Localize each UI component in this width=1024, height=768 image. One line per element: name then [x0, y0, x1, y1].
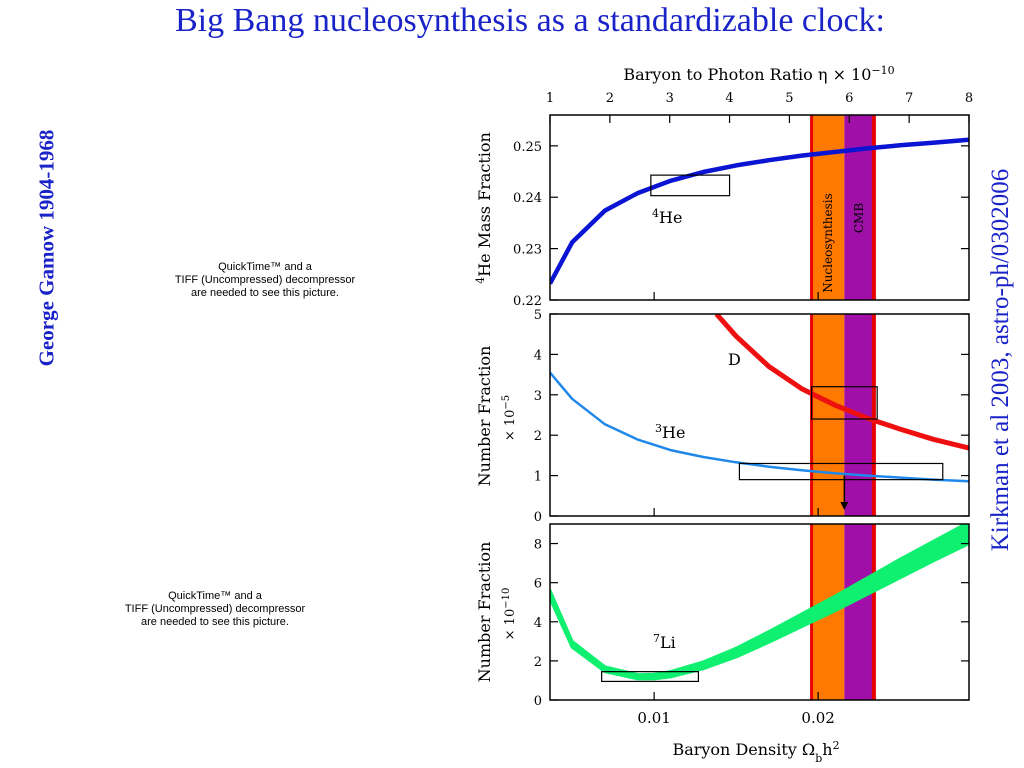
- y-tick-label: 6: [534, 577, 542, 592]
- top-axis-tick-label: 1: [546, 91, 554, 106]
- band-edge: [871, 115, 876, 300]
- y-tick-label: 1: [534, 470, 542, 485]
- image-placeholder: QuickTime™ and a TIFF (Uncompressed) dec…: [105, 590, 325, 629]
- y-axis-title-number: Number Fraction: [475, 542, 494, 683]
- y-axis-title-number: Number Fraction: [475, 346, 494, 487]
- panel-frame: [549, 114, 970, 301]
- y-tick-label: 0: [534, 694, 542, 709]
- observation-box: [810, 386, 878, 420]
- band-edge: [810, 115, 814, 300]
- y-tick-label: 2: [534, 429, 542, 444]
- placeholder-line: are needed to see this picture.: [141, 616, 289, 628]
- y-tick-label: 0: [534, 510, 542, 525]
- image-placeholder: QuickTime™ and a TIFF (Uncompressed) dec…: [140, 261, 390, 300]
- y-tick-label: 0.25: [513, 140, 542, 155]
- y-tick-label: 3: [534, 389, 542, 404]
- band-cmb: [844, 524, 874, 700]
- top-axis-tick-label: 5: [785, 91, 793, 106]
- placeholder-line: QuickTime™ and a: [168, 590, 262, 602]
- bbn-chart: Nucleosynthesis CMB 0.22 0.23 0.24 0.25 0 1 2 3 4 5…: [474, 64, 974, 765]
- top-axis-tick-label: 6: [845, 91, 853, 106]
- observation-box: [738, 462, 944, 481]
- top-axis-tick-label: 8: [965, 91, 973, 106]
- top-axis-tick-label: 3: [666, 91, 674, 106]
- x-tick-label: 0.02: [801, 709, 834, 727]
- y-axis-title-he4: 4He Mass Fraction: [474, 132, 495, 284]
- y-tick-label: 0.23: [513, 243, 542, 258]
- y-tick-label: 4: [534, 616, 542, 631]
- slide-title: Big Bang nucleosynthesis as a standardiz…: [174, 2, 886, 39]
- y-tick-label: 8: [534, 538, 542, 553]
- author-caption: George Gamow 1904-1968: [34, 129, 59, 367]
- top-axis-tick-label: 2: [606, 91, 614, 106]
- placeholder-line: TIFF (Uncompressed) decompressor: [174, 274, 356, 286]
- upper-limit-arrowhead: [840, 501, 849, 510]
- placeholder-line: are needed to see this picture.: [191, 287, 339, 299]
- x-axis-title: Baryon Density Ωbh2: [672, 739, 839, 765]
- y-axis-title-scale: × 10−10: [501, 588, 519, 641]
- y-tick-label: 0.24: [513, 191, 542, 206]
- curve-d: [714, 314, 969, 451]
- band-label: CMB: [852, 203, 866, 233]
- observation-box: [650, 174, 731, 197]
- curve-li7: [550, 524, 969, 681]
- band-label: Nucleosynthesis: [821, 193, 835, 293]
- x-tick-label: 0.01: [637, 709, 670, 727]
- panel-frame: [549, 313, 970, 517]
- top-axis-title: Baryon to Photon Ratio η × 10−10: [623, 64, 894, 85]
- band-nucleosynthesis: [811, 115, 845, 300]
- curve-label: 3He: [655, 422, 685, 443]
- top-axis-tick-label: 4: [725, 91, 733, 106]
- band-edge: [871, 524, 876, 700]
- band-edge: [871, 314, 876, 516]
- placeholder-line: TIFF (Uncompressed) decompressor: [124, 603, 306, 615]
- curve-he4: [550, 137, 969, 285]
- curve-label: 4He: [652, 207, 682, 228]
- observation-box: [601, 671, 700, 683]
- band-nucleosynthesis: [811, 314, 845, 516]
- placeholder-line: QuickTime™ and a: [218, 261, 312, 273]
- y-tick-label: 2: [534, 655, 542, 670]
- curve-he3: [550, 371, 969, 483]
- y-tick-label: 0.22: [513, 294, 542, 309]
- curve-label: 7Li: [653, 632, 676, 653]
- citation-caption: Kirkman et al 2003, astro-ph/0302006: [987, 168, 1014, 552]
- curve-label: D: [728, 350, 741, 369]
- panel-frame: [549, 523, 970, 701]
- y-axis-title-scale: × 10−5: [501, 395, 519, 441]
- y-tick-label: 5: [534, 308, 542, 323]
- band-cmb: [844, 115, 874, 300]
- y-tick-label: 4: [534, 348, 542, 363]
- top-axis-tick-label: 7: [905, 91, 913, 106]
